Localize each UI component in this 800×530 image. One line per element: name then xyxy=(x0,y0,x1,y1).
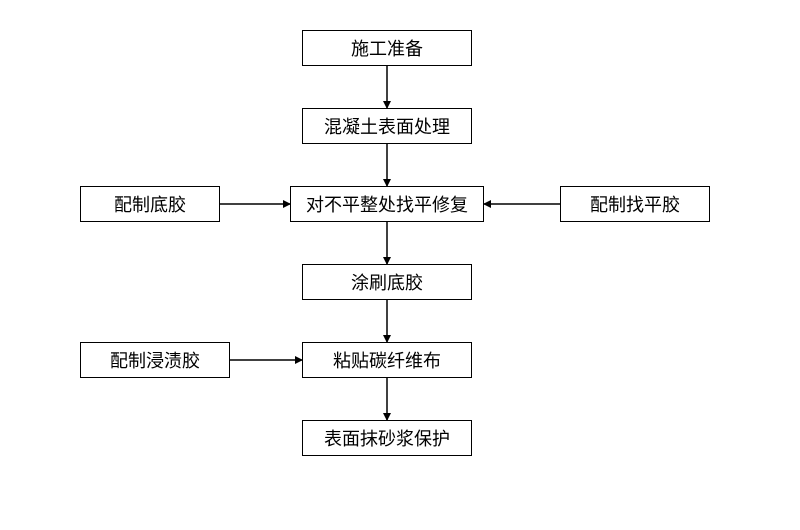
node-label: 涂刷底胶 xyxy=(351,269,423,295)
node-label: 混凝土表面处理 xyxy=(324,113,450,139)
node-label: 粘贴碳纤维布 xyxy=(333,347,441,373)
flow-node-level-glue: 配制找平胶 xyxy=(560,186,710,222)
flow-node-leveling: 对不平整处找平修复 xyxy=(290,186,484,222)
node-label: 施工准备 xyxy=(351,35,423,61)
flow-node-mortar: 表面抹砂浆保护 xyxy=(302,420,472,456)
flow-node-primer: 涂刷底胶 xyxy=(302,264,472,300)
node-label: 配制底胶 xyxy=(114,191,186,217)
flow-node-prep: 施工准备 xyxy=(302,30,472,66)
flow-node-primer-glue: 配制底胶 xyxy=(80,186,220,222)
node-label: 配制找平胶 xyxy=(590,191,680,217)
node-label: 配制浸渍胶 xyxy=(110,347,200,373)
flow-node-concrete: 混凝土表面处理 xyxy=(302,108,472,144)
flow-node-dip-glue: 配制浸渍胶 xyxy=(80,342,230,378)
node-label: 对不平整处找平修复 xyxy=(306,191,468,217)
node-label: 表面抹砂浆保护 xyxy=(324,425,450,451)
flow-node-carbon: 粘贴碳纤维布 xyxy=(302,342,472,378)
